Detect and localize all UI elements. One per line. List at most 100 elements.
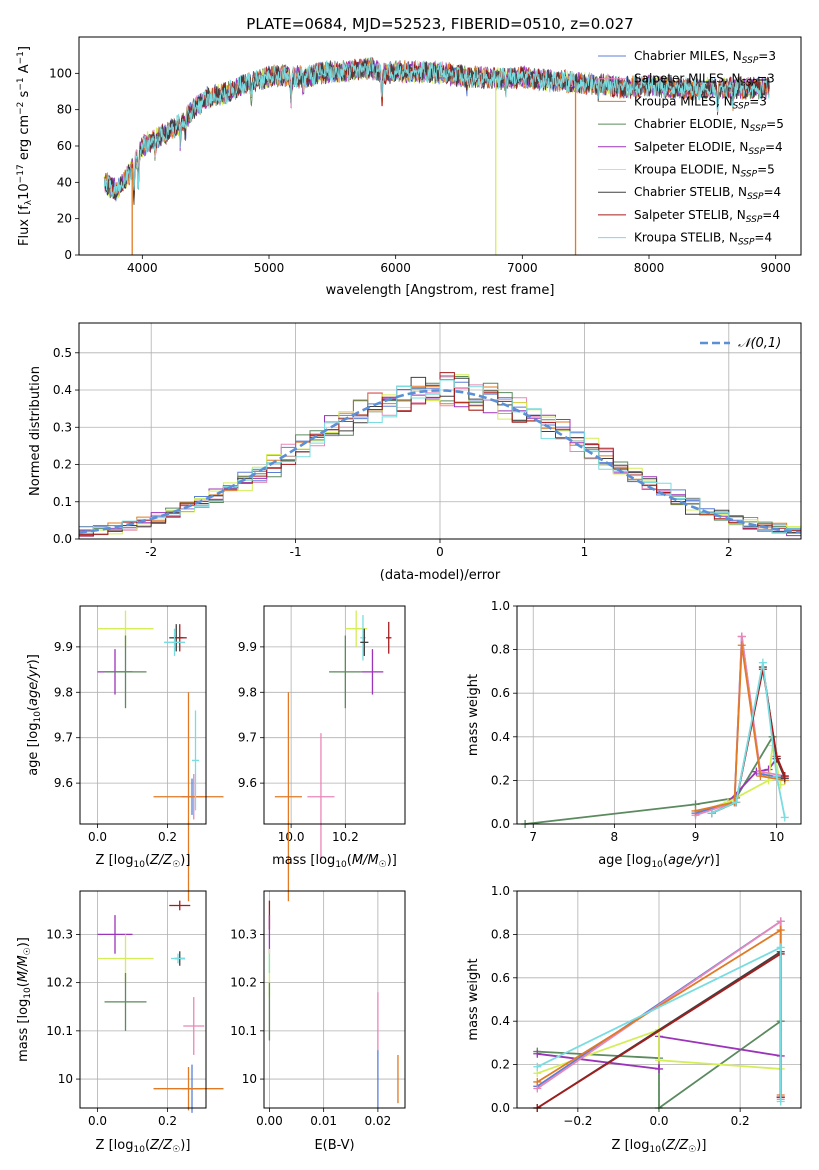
y-axis-label: mass weight <box>466 958 481 1040</box>
x-tick-label: 10.0 <box>278 830 305 844</box>
weight-marker <box>655 1056 663 1065</box>
weight-marker <box>533 1062 542 1071</box>
y-tick-label: 0.4 <box>53 383 72 397</box>
legend-label: Chabrier MILES, NSSP=3 <box>634 49 776 66</box>
x-tick-label: 0.00 <box>256 1114 283 1128</box>
y-tick-label: 9.9 <box>238 640 257 654</box>
y-tick-label: 0.6 <box>491 971 510 985</box>
y-tick-label: 0.4 <box>491 1014 510 1028</box>
histogram-step <box>78 372 801 539</box>
weight-marker <box>776 943 785 952</box>
weight-marker <box>707 809 716 818</box>
weight-marker <box>732 798 741 807</box>
x-tick-label: −0.2 <box>563 1114 592 1128</box>
y-tick-label: 1.0 <box>491 599 510 613</box>
figure-title: PLATE=0684, MJD=52523, FIBERID=0510, z=0… <box>246 15 633 33</box>
x-axis-label: Z [log10(Z/Z☉)] <box>612 1138 707 1155</box>
y-tick-label: 10.2 <box>230 976 257 990</box>
x-tick-label: 4000 <box>127 261 158 275</box>
x-tick-label: 9 <box>692 830 700 844</box>
legend-label: Kroupa ELODIE, NSSP=5 <box>634 163 775 180</box>
legend-label: Kroupa STELIB, NSSP=4 <box>634 231 772 248</box>
weight-line <box>536 1028 781 1075</box>
y-tick-label: 0.4 <box>491 730 510 744</box>
x-tick-label: -1 <box>290 545 302 559</box>
x-tick-label: 1 <box>581 545 589 559</box>
weight-marker <box>737 641 746 650</box>
y-axis-label: mass weight <box>466 674 481 756</box>
y-tick-label: 9.8 <box>54 685 73 699</box>
x-axis-label: E(B-V) <box>314 1138 354 1153</box>
axes-frame <box>516 605 802 825</box>
weight-marker <box>780 813 789 822</box>
y-tick-label: 10.3 <box>46 927 73 941</box>
y-axis-label: mass [log10(M/M☉)] <box>16 937 33 1062</box>
y-axis-label: Normed distribution <box>28 366 43 496</box>
y-tick-label: 0.8 <box>491 643 510 657</box>
panel-mass-vs-EBV: 0.00 0.01 0.02 10 10.1 10.2 10.3 E(B-V) <box>230 890 406 1153</box>
y-tick-label: 10.1 <box>46 1024 73 1038</box>
weight-marker <box>764 765 773 774</box>
panel-mass-weight-vs-age: 7 8 9 10 0.0 0.2 0.4 0.6 0.8 1.0 age [log10(age/yr… <box>466 599 802 870</box>
weight-marker <box>780 772 789 781</box>
x-axis-label: mass [log10(M/M☉)] <box>272 853 397 870</box>
y-tick-label: 9.8 <box>238 685 257 699</box>
x-tick-label: 6000 <box>380 261 411 275</box>
y-tick-label: 100 <box>49 66 72 80</box>
x-tick-label: 0.0 <box>649 1114 668 1128</box>
x-tick-label: 8000 <box>634 261 665 275</box>
axes-frame <box>516 890 802 1109</box>
weight-marker <box>758 658 767 667</box>
y-tick-label: 0.0 <box>491 1101 510 1115</box>
y-tick-label: 1.0 <box>491 884 510 898</box>
x-tick-label: 0.02 <box>365 1114 392 1128</box>
x-tick-label: 2 <box>725 545 733 559</box>
x-tick-label: 0.2 <box>731 1114 750 1128</box>
y-tick-label: 20 <box>57 212 72 226</box>
y-tick-label: 0.2 <box>491 1058 510 1072</box>
y-tick-label: 0.0 <box>53 532 72 546</box>
y-tick-label: 9.6 <box>238 776 257 790</box>
spectrum-line <box>103 56 770 198</box>
x-tick-label: 8 <box>611 830 619 844</box>
y-tick-label: 0.2 <box>491 773 510 787</box>
x-axis-label: Z [log10(Z/Z☉)] <box>96 1138 191 1155</box>
panel-spectrum: 4000 5000 6000 7000 8000 9000 0 20 40 60 80 100 wave… <box>16 36 802 298</box>
y-tick-label: 60 <box>57 139 72 153</box>
axes-frame <box>79 605 207 825</box>
x-tick-label: 10.2 <box>332 830 359 844</box>
x-tick-label: 9000 <box>760 261 791 275</box>
x-tick-label: 0 <box>436 545 444 559</box>
x-axis-label: Z [log10(Z/Z☉)] <box>96 853 191 870</box>
weight-marker <box>772 772 781 781</box>
y-tick-label: 0.1 <box>53 495 72 509</box>
y-tick-label: 0.5 <box>53 346 72 360</box>
y-tick-label: 10.1 <box>230 1024 257 1038</box>
panel-age-vs-mass: 10.0 10.2 9.6 9.7 9.8 9.9 mass [log10(M/M☉)] <box>238 605 406 902</box>
y-tick-label: 10 <box>242 1072 257 1086</box>
x-tick-label: 10 <box>769 830 784 844</box>
legend-label: 𝒩(0,1) <box>738 336 781 351</box>
x-tick-label: 7000 <box>507 261 538 275</box>
axes-frame <box>78 322 802 540</box>
weight-marker <box>533 1049 542 1058</box>
normal-reference-curve <box>78 389 802 534</box>
panel-age-vs-Z: 0.0 0.2 9.6 9.7 9.8 9.9 Z [log10(Z/Z☉)] age [lo… <box>26 605 224 902</box>
legend-label: Chabrier ELODIE, NSSP=5 <box>634 117 784 134</box>
x-tick-label: 0.01 <box>310 1114 337 1128</box>
x-tick-label: 0.0 <box>88 830 107 844</box>
axes-frame <box>263 605 406 825</box>
x-tick-label: 5000 <box>254 261 285 275</box>
weight-marker <box>691 806 700 815</box>
legend-label: Kroupa MILES, NSSP=3 <box>634 94 767 111</box>
y-tick-label: 9.6 <box>54 776 73 790</box>
y-tick-label: 9.9 <box>54 640 73 654</box>
legend-label: Salpeter ELODIE, NSSP=4 <box>634 140 783 157</box>
weight-marker <box>776 926 785 935</box>
y-tick-label: 10 <box>58 1072 73 1086</box>
y-axis-label: age [log10(age/yr)] <box>26 654 43 776</box>
panel-mass-weight-vs-Z: −0.2 0.0 0.2 0.0 0.2 0.4 0.6 0.8 1.0 Z [log10(Z/Z… <box>466 884 802 1155</box>
y-tick-label: 0.6 <box>491 686 510 700</box>
axes-frame <box>79 890 207 1109</box>
y-tick-label: 0.0 <box>491 817 510 831</box>
